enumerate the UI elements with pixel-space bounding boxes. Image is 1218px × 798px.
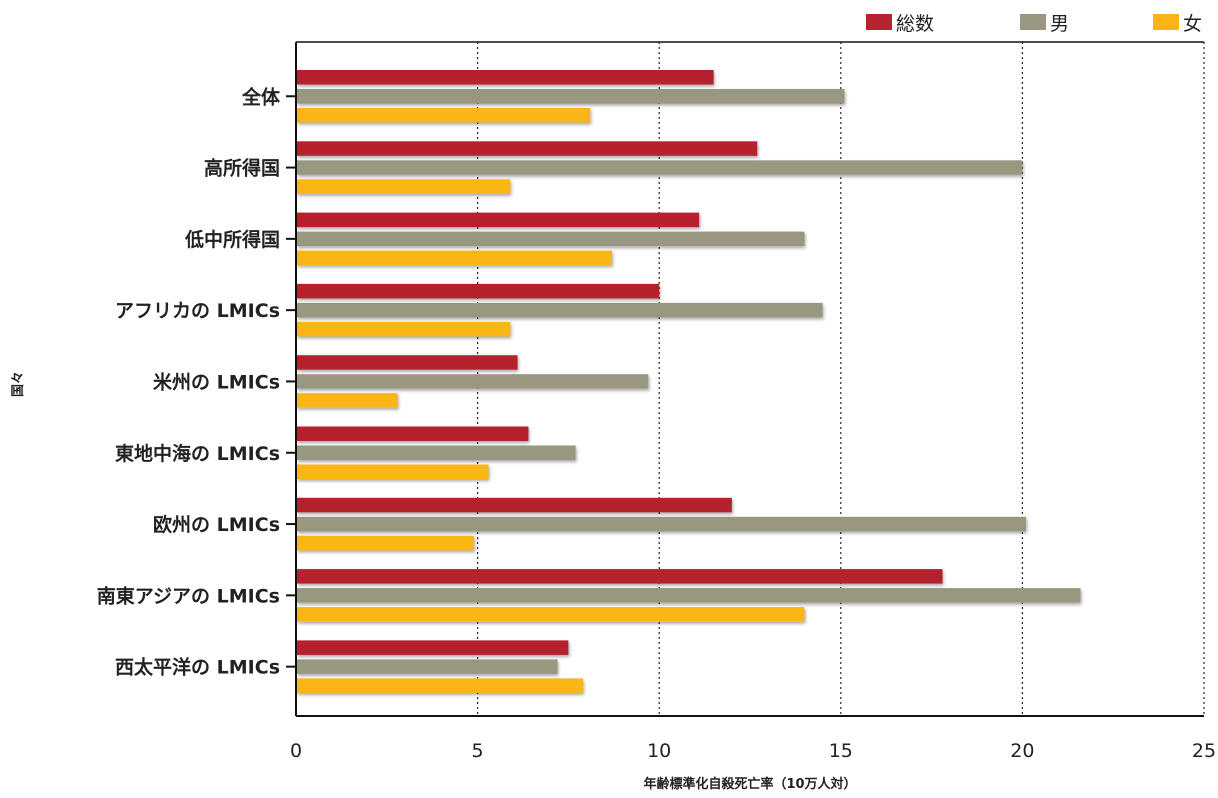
bar-7-1 [297, 588, 1081, 603]
bar-1-2 [297, 179, 511, 194]
category-label-5: 東地中海の LMICs [115, 442, 280, 465]
x-ticks: 0 5 10 15 20 25 [290, 740, 1216, 762]
legend-swatch-2 [1153, 14, 1179, 30]
x-tick-label-0: 0 [290, 740, 302, 762]
bar-6-0 [297, 497, 732, 513]
bar-8-0 [297, 640, 569, 655]
axes [295, 41, 1204, 717]
y-axis-title: 国々 [11, 371, 26, 397]
bar-2-0 [297, 212, 700, 228]
bar-2-2 [297, 250, 612, 266]
bar-3-1 [297, 302, 823, 318]
category-label-4: 米州の LMICs [153, 370, 280, 393]
bar-5-1 [297, 445, 576, 460]
bar-4-0 [297, 355, 518, 370]
bar-1-0 [297, 141, 758, 156]
bar-8-1 [297, 659, 558, 674]
legend-item-0: 総数 [866, 13, 934, 35]
category-label-8: 西太平洋の LMICs [115, 656, 280, 679]
x-tick-label-3: 15 [829, 740, 853, 762]
legend: 総数 男 女 [866, 13, 1202, 35]
category-label-7: 南東アジアの LMICs [97, 584, 280, 607]
bar-1-1 [297, 160, 1023, 175]
bar-0-1 [297, 89, 845, 104]
category-label-3: アフリカの LMICs [115, 300, 280, 322]
legend-label-0: 総数 [896, 13, 934, 35]
legend-item-2: 女 [1153, 13, 1202, 35]
bar-8-2 [297, 678, 583, 693]
bar-6-2 [297, 535, 474, 551]
bar-0-2 [297, 108, 591, 123]
x-tick-label-1: 5 [472, 740, 484, 762]
x-axis-title: 年齢標準化自殺死亡率（10万人対） [643, 776, 856, 792]
bars [297, 70, 1081, 693]
bar-4-1 [297, 374, 649, 389]
category-label-6: 欧州の LMICs [153, 513, 280, 536]
bar-6-1 [297, 516, 1027, 532]
bar-5-2 [297, 464, 489, 479]
category-label-1: 高所得国 [204, 157, 280, 180]
legend-swatch-1 [1020, 14, 1046, 30]
bar-2-1 [297, 231, 805, 247]
legend-label-1: 男 [1050, 13, 1069, 35]
bar-7-0 [297, 569, 943, 584]
bar-3-0 [297, 283, 660, 299]
x-tick-label-2: 10 [647, 740, 671, 762]
category-label-2: 低中所得国 [184, 228, 280, 251]
bar-3-2 [297, 321, 511, 337]
legend-label-2: 女 [1183, 13, 1202, 35]
x-tick-label-4: 20 [1010, 740, 1034, 762]
bar-4-2 [297, 393, 398, 408]
bar-7-2 [297, 607, 805, 622]
x-tick-label-5: 25 [1192, 740, 1216, 762]
bar-5-0 [297, 426, 529, 441]
category-label-0: 全体 [241, 85, 281, 108]
legend-item-1: 男 [1020, 13, 1069, 35]
bar-0-0 [297, 70, 714, 85]
legend-swatch-0 [866, 14, 892, 30]
